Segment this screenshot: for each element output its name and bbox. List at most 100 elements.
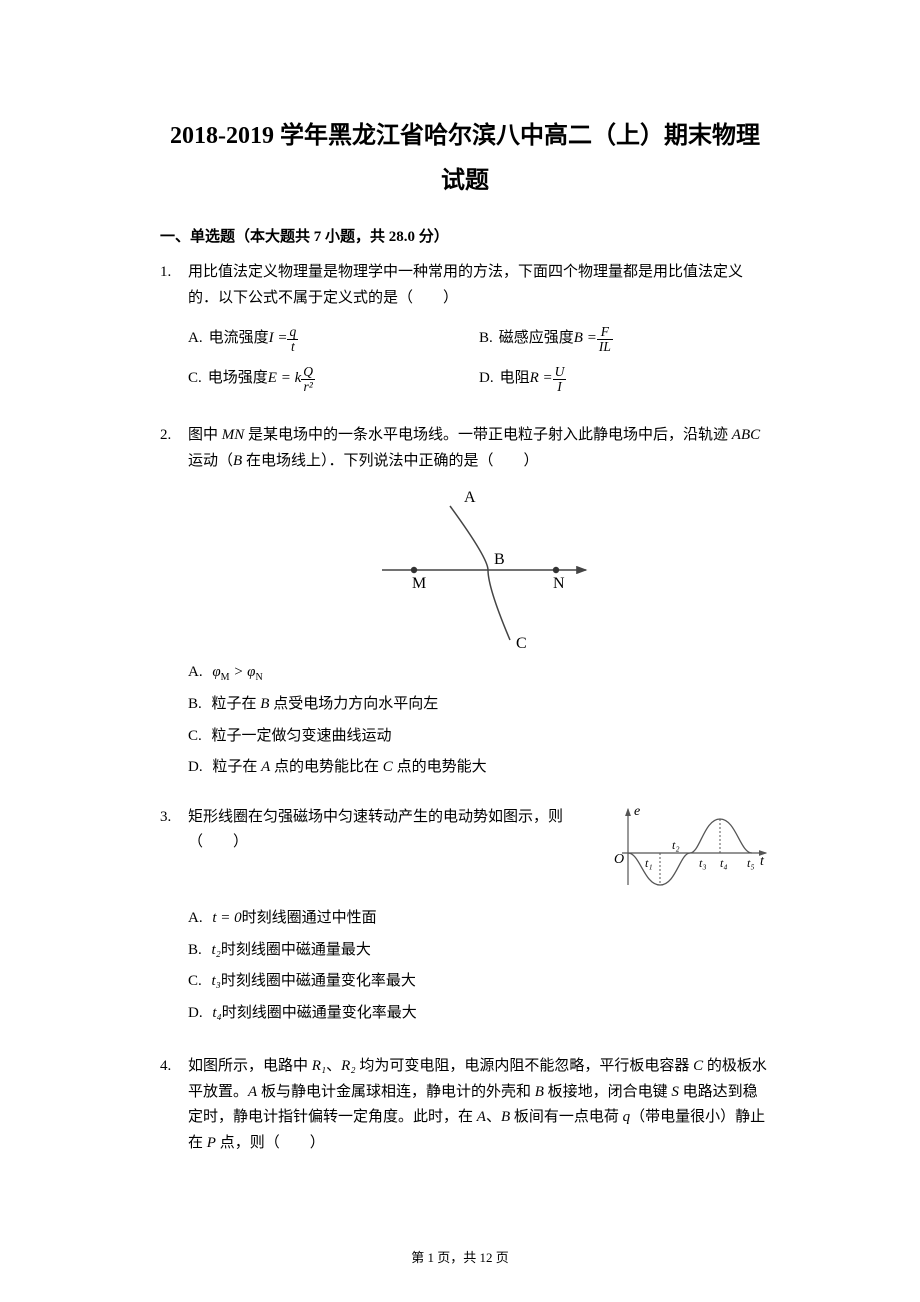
option-text: 粒子在 <box>212 759 261 775</box>
question-body: 用比值法定义物理量是物理学中一种常用的方法，下面四个物理量都是用比值法定义的．以… <box>188 260 770 405</box>
var-s: S <box>671 1084 679 1100</box>
dot-n <box>553 567 559 573</box>
option-label: A. <box>188 910 203 926</box>
question-number: 4. <box>160 1054 188 1170</box>
var-b2: B <box>501 1109 510 1125</box>
section-heading: 一、单选题（本大题共 7 小题，共 28.0 分） <box>160 225 770 246</box>
stem-text: 板间有一点电荷 <box>510 1109 623 1125</box>
var-a2: A <box>477 1109 486 1125</box>
option-text: 时刻线圈中磁通量变化率最大 <box>222 1005 417 1021</box>
option-label: D. <box>479 366 494 392</box>
question-number: 1. <box>160 260 188 405</box>
option-text: 点的电势能比在 <box>270 759 383 775</box>
option-c: C. t₃时刻线圈中磁通量变化率最大 <box>188 969 770 995</box>
option-c: C. 粒子一定做匀变速曲线运动 <box>188 724 770 750</box>
stem-text: 均为可变电阻，电源内阻不能忽略，平行板电容器 <box>356 1058 694 1074</box>
question-number: 3. <box>160 805 188 1033</box>
option-text: 点的电势能大 <box>393 759 487 775</box>
fraction: U I <box>553 365 567 393</box>
dot-m <box>411 567 417 573</box>
stem-text: 板与静电计金属球相连，静电计的外壳和 <box>257 1084 535 1100</box>
options-grid: A. 电流强度 I = q t B. 磁感应强度 B = F IL C. 电场强 <box>188 325 770 405</box>
numerator: U <box>553 365 567 380</box>
option-b: B. t₂时刻线圈中磁通量最大 <box>188 938 770 964</box>
options-list: A. φM > φN B. 粒子在 B 点受电场力方向水平向左 C. 粒子一定做… <box>188 660 770 781</box>
var-b: B <box>535 1084 544 1100</box>
option-d: D. 电阻 R = U I <box>479 365 770 393</box>
question-stem: 用比值法定义物理量是物理学中一种常用的方法，下面四个物理量都是用比值法定义的．以… <box>188 260 770 311</box>
stem-text: 板接地，闭合电键 <box>544 1084 672 1100</box>
var: t₂ <box>212 942 221 958</box>
option-text: 时刻线圈中磁通量变化率最大 <box>221 973 416 989</box>
label-t5: t₅ <box>747 856 755 870</box>
option-label: C. <box>188 366 202 392</box>
stem-text: 运动（ <box>188 453 233 469</box>
q2-figure: A B C M N <box>354 488 604 650</box>
option-label: D. <box>188 1005 203 1021</box>
option-a: A. t = 0时刻线圈通过中性面 <box>188 906 770 932</box>
formula-lhs: E = k <box>268 366 301 392</box>
option-text: 电流强度 <box>209 326 269 352</box>
var-abc: ABC <box>732 427 760 443</box>
denominator: IL <box>597 340 613 354</box>
var-b: B <box>233 453 242 469</box>
title-line-2: 试题 <box>160 160 770 195</box>
var: C <box>383 759 393 775</box>
label-t1: t₁ <box>645 856 653 870</box>
stem-text: 如图所示，电路中 <box>188 1058 312 1074</box>
question-stem: 如图所示，电路中 R₁、R₂ 均为可变电阻，电源内阻不能忽略，平行板电容器 C … <box>188 1054 770 1156</box>
label-o: O <box>614 852 624 867</box>
option-a: A. φM > φN <box>188 660 770 686</box>
var: t = 0 <box>212 910 241 926</box>
var: t₃ <box>212 973 221 989</box>
stem-text: 点，则（ ） <box>216 1135 325 1151</box>
option-text: 时刻线圈中磁通量最大 <box>221 942 371 958</box>
denominator: t <box>287 340 298 354</box>
option-text: 粒子一定做匀变速曲线运动 <box>212 728 392 744</box>
var-a: A <box>248 1084 257 1100</box>
formula-lhs: R = <box>530 366 553 392</box>
option-text: 时刻线圈通过中性面 <box>242 910 377 926</box>
question-body: 矩形线圈在匀强磁场中匀速转动产生的电动势如图示，则（ ） O e <box>188 805 770 1033</box>
option-label: B. <box>479 326 493 352</box>
stem-text: 图中 <box>188 427 222 443</box>
numerator: F <box>597 325 613 340</box>
formula-lhs: B = <box>574 326 597 352</box>
var-r1: R₁ <box>312 1058 326 1074</box>
page-footer: 第 1 页，共 12 页 <box>0 1247 920 1266</box>
label-t4: t₄ <box>720 856 728 870</box>
option-text: 电阻 <box>500 366 530 392</box>
option-d: D. 粒子在 A 点的电势能比在 C 点的电势能大 <box>188 755 770 781</box>
option-d: D. t₄时刻线圈中磁通量变化率最大 <box>188 1001 770 1027</box>
question-4: 4. 如图所示，电路中 R₁、R₂ 均为可变电阻，电源内阻不能忽略，平行板电容器… <box>160 1054 770 1170</box>
option-text: 磁感应强度 <box>499 326 574 352</box>
question-number: 2. <box>160 423 188 787</box>
title-line-1: 2018-2019 学年黑龙江省哈尔滨八中高二（上）期末物理 <box>160 115 770 150</box>
option-text: 粒子在 <box>212 696 261 712</box>
option-text: 点受电场力方向水平向左 <box>269 696 438 712</box>
option-b: B. 粒子在 B 点受电场力方向水平向左 <box>188 692 770 718</box>
label-c: C <box>516 635 527 650</box>
formula-lhs: I = <box>269 326 288 352</box>
q3-figure: O e t t₁ t₂ t₃ t₄ t₅ <box>600 805 770 891</box>
option-label: A. <box>188 664 203 680</box>
option-b: B. 磁感应强度 B = F IL <box>479 325 770 353</box>
label-e: e <box>634 805 640 819</box>
label-t2: t₂ <box>672 838 680 852</box>
sine-curve <box>628 819 752 885</box>
option-text: 电场强度 <box>208 366 268 392</box>
label-b: B <box>494 551 505 568</box>
label-n: N <box>553 575 565 592</box>
option-label: A. <box>188 326 203 352</box>
question-2: 2. 图中 MN 是某电场中的一条水平电场线。一带正电粒子射入此静电场中后，沿轨… <box>160 423 770 787</box>
option-label: C. <box>188 728 202 744</box>
question-body: 图中 MN 是某电场中的一条水平电场线。一带正电粒子射入此静电场中后，沿轨迹 A… <box>188 423 770 787</box>
var-p: P <box>207 1135 216 1151</box>
option-label: D. <box>188 759 203 775</box>
stem-text: 、 <box>486 1109 501 1125</box>
label-t: t <box>760 854 765 869</box>
stem-text: 、 <box>326 1058 341 1074</box>
option-label: B. <box>188 696 202 712</box>
var: t₄ <box>212 1005 221 1021</box>
fraction: F IL <box>597 325 613 353</box>
